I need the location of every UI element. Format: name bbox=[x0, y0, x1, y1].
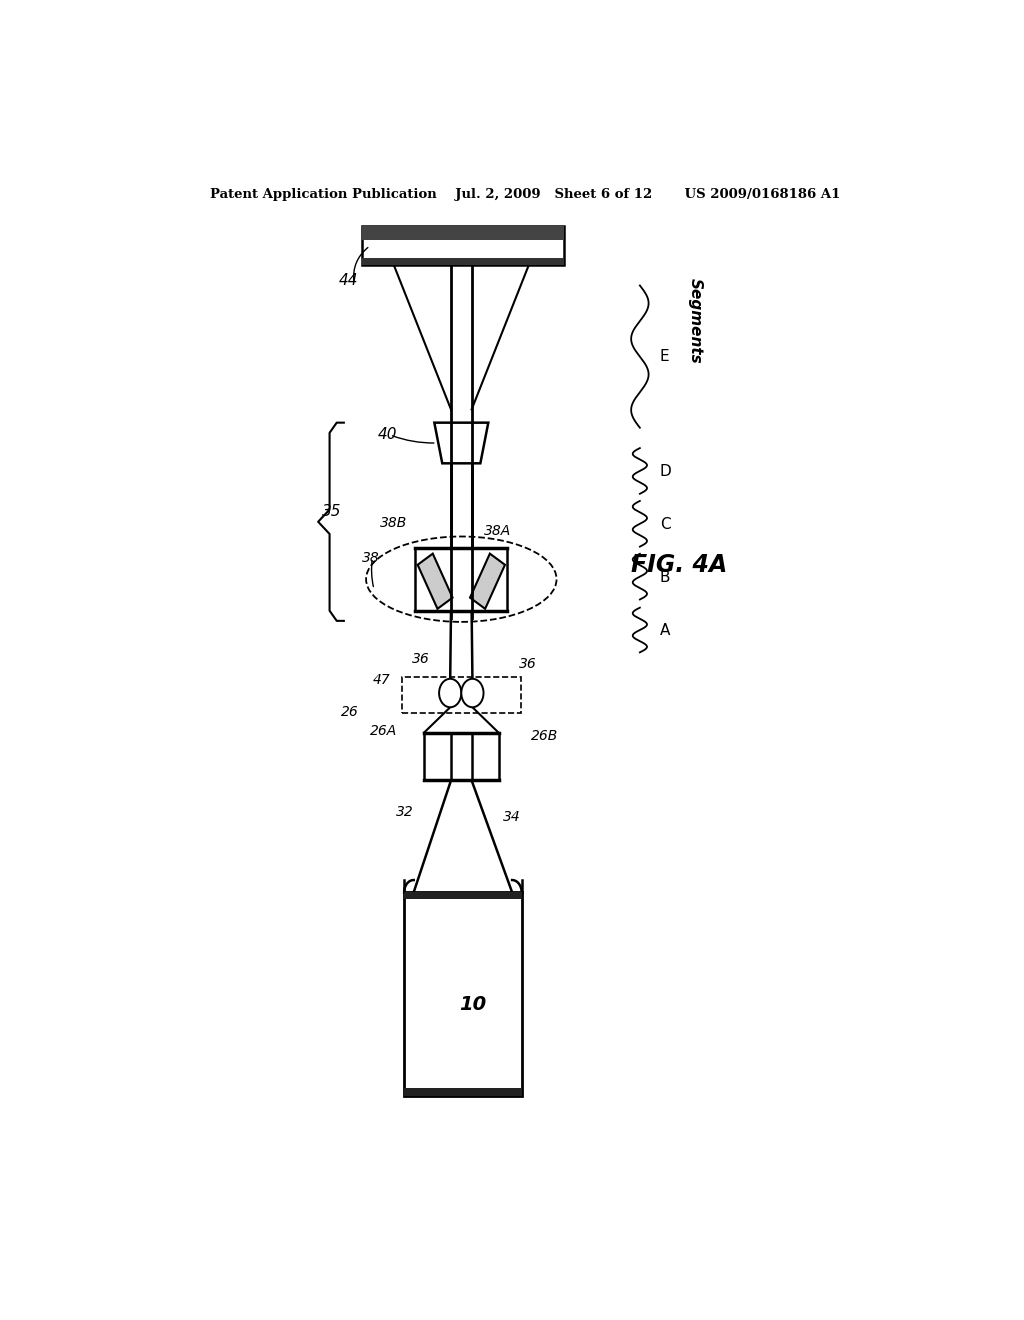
Text: 38: 38 bbox=[362, 550, 380, 565]
Text: Segments: Segments bbox=[688, 279, 702, 364]
Text: 26: 26 bbox=[341, 705, 358, 719]
Circle shape bbox=[439, 678, 461, 708]
Text: 26A: 26A bbox=[370, 723, 397, 738]
Bar bbox=[424, 733, 499, 780]
Text: 47: 47 bbox=[373, 673, 390, 686]
Polygon shape bbox=[434, 422, 488, 463]
Text: E: E bbox=[659, 348, 670, 364]
Text: 32: 32 bbox=[396, 805, 414, 818]
Bar bbox=[416, 548, 507, 611]
Polygon shape bbox=[470, 553, 505, 609]
Text: 38A: 38A bbox=[483, 524, 511, 539]
Text: C: C bbox=[659, 517, 671, 532]
Polygon shape bbox=[418, 553, 453, 609]
Text: 38B: 38B bbox=[380, 516, 408, 531]
Text: 44: 44 bbox=[338, 273, 357, 288]
Text: 35: 35 bbox=[323, 504, 342, 519]
Bar bbox=[404, 892, 521, 899]
Text: A: A bbox=[659, 623, 670, 638]
Bar bbox=[401, 677, 521, 713]
Bar bbox=[362, 227, 564, 240]
Bar bbox=[362, 227, 564, 265]
Text: FIG. 4A: FIG. 4A bbox=[632, 553, 728, 577]
Text: 26B: 26B bbox=[531, 729, 558, 743]
Bar bbox=[362, 259, 564, 265]
Bar bbox=[404, 1089, 521, 1096]
Text: B: B bbox=[659, 570, 671, 585]
Circle shape bbox=[461, 678, 483, 708]
Text: 34: 34 bbox=[504, 810, 521, 824]
Text: 36: 36 bbox=[412, 652, 430, 667]
Text: 10: 10 bbox=[460, 994, 486, 1014]
Text: D: D bbox=[659, 463, 672, 479]
Text: 40: 40 bbox=[378, 428, 397, 442]
Bar bbox=[404, 892, 521, 1096]
Text: Patent Application Publication    Jul. 2, 2009   Sheet 6 of 12       US 2009/016: Patent Application Publication Jul. 2, 2… bbox=[210, 189, 840, 202]
Text: 36: 36 bbox=[519, 656, 537, 671]
